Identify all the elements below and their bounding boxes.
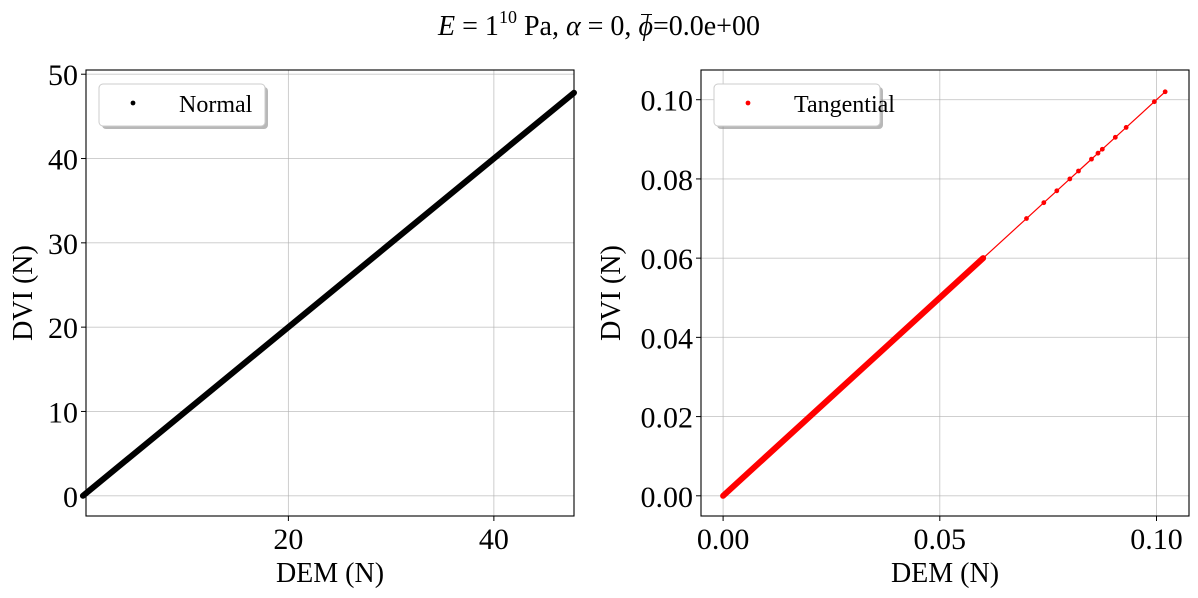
tangential-ylabel: DVI (N) <box>596 245 627 341</box>
tangential-ytick-label-0: 0.00 <box>641 481 694 514</box>
tangential-grid <box>701 70 1189 516</box>
tangential-legend-marker <box>745 100 751 106</box>
normal-xlabel: DEM (N) <box>276 558 384 589</box>
tangential-legend: Tangential <box>713 83 895 129</box>
tangential-point-4 <box>1067 176 1073 182</box>
tangential-point-9 <box>1112 134 1118 140</box>
normal-ytick-label-2: 20 <box>48 312 78 345</box>
normal-ylabel: DVI (N) <box>8 245 39 341</box>
tangential-xlabel: DEM (N) <box>891 558 999 589</box>
chart-tangential: 0.00 0.05 0.10 0.00 0.02 0.04 0.06 0.08 0.10 DEM … <box>596 69 1190 589</box>
tangential-xtick-label-1: 0.05 <box>914 523 967 556</box>
tangential-xtick-label-2: 0.10 <box>1130 523 1183 556</box>
normal-legend-box <box>98 83 266 127</box>
tangential-point-10 <box>1123 125 1129 130</box>
title-exponent: 10 <box>498 7 517 27</box>
tangential-ytick-label-3: 0.06 <box>641 243 694 276</box>
normal-xtick-label-0: 20 <box>273 523 303 556</box>
normal-axes-frame <box>85 69 575 517</box>
tangential-point-8 <box>1099 146 1105 152</box>
tangential-series-line <box>722 91 1166 497</box>
tangential-point-7 <box>1095 150 1101 156</box>
tangential-point-0 <box>980 255 986 261</box>
title-eq3: =0.0e+00 <box>652 11 760 42</box>
tangential-ytick-label-1: 0.02 <box>641 402 694 435</box>
tangential-legend-box <box>713 83 881 127</box>
tangential-point-3 <box>1054 188 1060 194</box>
title-eq1: = 1 <box>455 11 499 42</box>
normal-ytick-label-0: 0 <box>63 481 78 514</box>
normal-legend-label: Normal <box>179 92 253 118</box>
tangential-legend-label: Tangential <box>794 92 895 118</box>
chart-normal: 20 40 0 10 20 30 40 50 DEM (N) DVI (N) Normal <box>8 59 577 589</box>
tangential-axes-frame <box>700 69 1190 517</box>
normal-grid <box>86 70 574 516</box>
tangential-point-6 <box>1089 156 1094 162</box>
normal-series-band <box>79 89 577 499</box>
tangential-ytick-label-2: 0.04 <box>641 322 694 355</box>
tangential-ytick-label-4: 0.08 <box>641 164 694 197</box>
tangential-point-5 <box>1076 168 1081 174</box>
normal-xtick-label-1: 40 <box>479 523 509 556</box>
normal-ytick-label-1: 10 <box>48 396 78 429</box>
title-unit: Pa, <box>516 11 566 42</box>
tangential-point-11 <box>1151 99 1157 105</box>
normal-legend-marker <box>130 100 136 106</box>
tangential-point-1 <box>1024 216 1029 221</box>
tangential-xtick-label-0: 0.00 <box>697 523 750 556</box>
normal-ytick-label-3: 30 <box>48 228 78 261</box>
tangential-point-12 <box>1162 89 1168 95</box>
title-alpha: α <box>565 11 581 42</box>
normal-legend: Normal <box>98 83 268 129</box>
tangential-point-2 <box>1041 200 1047 206</box>
figure-title: E = 110 Pa, α = 0, ϕ=0.0e+00 <box>0 8 1198 46</box>
title-phi-bar: ϕ <box>638 8 653 46</box>
title-eq2: = 0, <box>580 11 639 42</box>
title-e: E <box>438 11 456 42</box>
normal-ytick-label-4: 40 <box>48 144 78 177</box>
normal-ytick-label-5: 50 <box>48 59 78 92</box>
tangential-ytick-label-5: 0.10 <box>641 85 694 118</box>
